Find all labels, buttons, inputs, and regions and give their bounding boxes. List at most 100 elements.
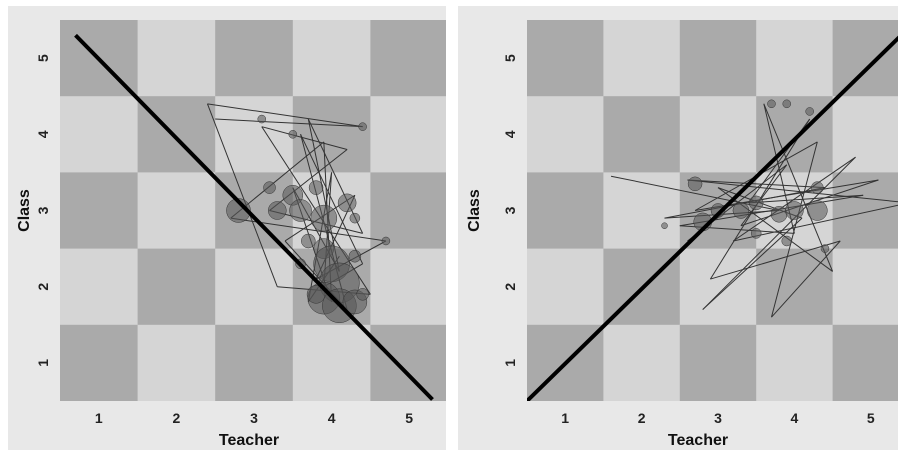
data-point — [781, 235, 793, 247]
x-tick-label: 1 — [561, 410, 569, 426]
y-tick-label: 4 — [35, 130, 51, 138]
trajectory-segment — [717, 187, 833, 272]
data-point — [805, 107, 814, 116]
trajectory-segment — [215, 118, 363, 128]
data-point — [767, 99, 776, 109]
board-cell — [756, 248, 834, 326]
board-cell — [292, 96, 371, 173]
board-cell — [370, 248, 446, 326]
y-tick-label: 1 — [35, 359, 51, 367]
trajectory-segment — [770, 141, 818, 318]
board-cell — [527, 96, 604, 173]
data-point — [732, 202, 750, 219]
board-cell — [137, 96, 216, 173]
x-tick-label: 4 — [328, 410, 336, 426]
board-cell — [60, 172, 139, 250]
data-point — [811, 181, 824, 194]
trajectory-segment — [733, 204, 898, 242]
board-cell — [292, 324, 371, 401]
trajectory-segment — [687, 179, 898, 203]
data-point — [268, 201, 287, 220]
board-cell — [527, 20, 604, 97]
board-cell — [756, 324, 834, 401]
board-cell — [215, 96, 294, 173]
trajectory-segment — [771, 240, 841, 318]
board-cell — [60, 96, 139, 173]
data-point — [301, 233, 316, 249]
data-point — [356, 288, 369, 301]
trajectory-segment — [740, 164, 788, 227]
data-point — [770, 206, 788, 223]
board-cell — [832, 96, 898, 173]
board-cell — [215, 324, 294, 401]
data-point — [310, 204, 338, 232]
data-point — [381, 236, 391, 246]
x-tick-label: 5 — [405, 410, 413, 426]
chart-panel-1: 1 2 3 4 5 1 2 3 4 5 Teacher Class — [8, 6, 446, 450]
board-cell — [832, 324, 898, 401]
trajectory-segment — [300, 134, 364, 265]
y-axis-title: Class — [16, 189, 33, 232]
board-cell — [832, 172, 898, 250]
board-cell — [527, 248, 604, 326]
board-cell — [756, 20, 834, 97]
data-point — [785, 201, 804, 220]
board-cell — [679, 324, 757, 401]
data-point — [687, 176, 703, 192]
x-tick-label: 2 — [173, 410, 181, 426]
trajectory-segment — [307, 172, 333, 303]
data-point — [820, 244, 830, 253]
x-tick-label: 3 — [714, 410, 722, 426]
data-point — [263, 181, 276, 194]
board-cell — [370, 96, 446, 173]
x-tick-label: 4 — [791, 410, 799, 426]
data-point — [807, 200, 828, 221]
data-point — [257, 114, 267, 124]
y-tick-label: 5 — [502, 54, 518, 62]
trajectory-segment — [206, 103, 278, 287]
data-point — [226, 198, 251, 223]
y-axis-title: Class — [466, 189, 483, 232]
trajectory-segment — [710, 240, 841, 280]
data-point — [308, 180, 324, 195]
data-point — [750, 228, 762, 239]
data-point — [710, 203, 726, 218]
board-cell — [832, 248, 898, 326]
board-cell — [137, 324, 216, 401]
plot-area — [74, 33, 434, 401]
board-cell — [679, 20, 757, 97]
board-cell — [137, 172, 216, 250]
data-point — [348, 249, 362, 263]
board-cell — [215, 20, 294, 97]
x-tick-label: 5 — [867, 410, 875, 426]
board-cell — [370, 20, 446, 97]
data-point — [289, 199, 312, 222]
board-cell — [832, 20, 898, 97]
data-point — [748, 195, 764, 211]
x-tick-label: 2 — [638, 410, 646, 426]
reference-line — [74, 33, 434, 401]
y-tick-label: 2 — [502, 283, 518, 291]
data-point — [337, 193, 357, 213]
x-tick-label: 1 — [95, 410, 103, 426]
data-point — [358, 122, 367, 131]
board-cell — [370, 324, 446, 401]
trajectory-segment — [702, 217, 803, 310]
trajectory-segment — [763, 103, 834, 272]
y-tick-label: 1 — [502, 359, 518, 367]
x-tick-label: 3 — [250, 410, 258, 426]
trajectory-segment — [732, 156, 856, 242]
trajectory-segment — [664, 187, 826, 219]
board-cell — [60, 248, 139, 326]
data-point — [349, 212, 361, 224]
board-cell — [603, 324, 681, 401]
y-tick-label: 3 — [35, 206, 51, 214]
data-point — [782, 99, 792, 109]
board-cell — [679, 248, 757, 326]
data-point — [306, 285, 326, 304]
trajectory-segment — [687, 179, 825, 189]
trajectory-segment — [702, 156, 856, 310]
board-cell — [679, 96, 757, 173]
board-cell — [603, 20, 681, 97]
checkerboard — [60, 20, 446, 401]
